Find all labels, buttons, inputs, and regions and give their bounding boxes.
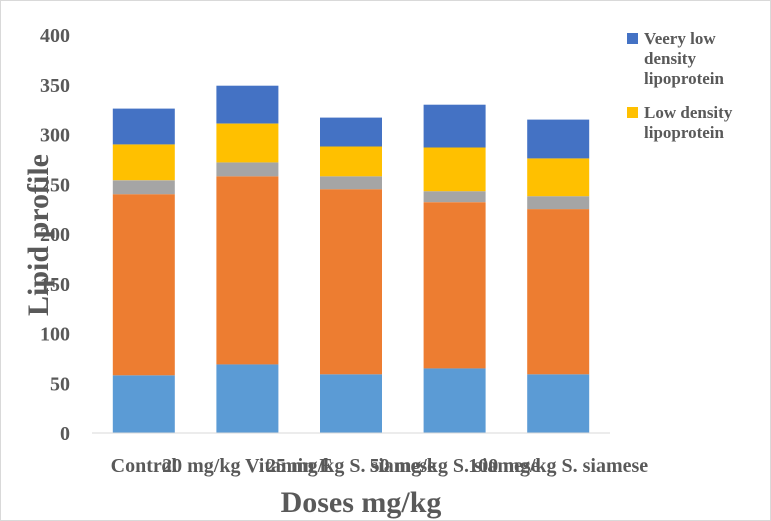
bar-segment-1-1 xyxy=(112,375,175,433)
bar-segment-5-4 xyxy=(527,158,590,197)
bar-segment-4-5 xyxy=(423,104,486,148)
x-tick-label: 25 mg/kg S. siamese xyxy=(266,455,436,477)
bar-segment-2-2 xyxy=(216,176,279,365)
bar-segment-2-4 xyxy=(216,123,279,163)
bar-segment-5-1 xyxy=(527,374,590,433)
legend-label: density xyxy=(644,49,696,68)
bars-layer xyxy=(112,85,590,433)
bar-segment-3-1 xyxy=(320,374,382,433)
bar-segment-2-3 xyxy=(216,162,279,177)
bar-segment-1-5 xyxy=(112,108,175,145)
bar-segment-2-1 xyxy=(216,364,279,433)
legend-label: lipoprotein xyxy=(644,69,725,88)
bar-segment-5-5 xyxy=(527,119,590,159)
x-tick-label: 20 mg/kg Vitamin E xyxy=(162,455,333,477)
bar-segment-3-5 xyxy=(320,117,382,147)
bar-segment-4-4 xyxy=(423,147,486,192)
y-tick-label: 0 xyxy=(60,423,70,445)
y-ticks: 0 50 100 150 200 250 300 350 400 xyxy=(40,25,70,445)
x-axis-title: Doses mg/kg xyxy=(281,486,442,519)
bar-segment-1-2 xyxy=(112,194,175,376)
legend-label: Veery low xyxy=(644,29,716,48)
bar-segment-4-3 xyxy=(423,191,486,203)
bar-segment-5-3 xyxy=(527,196,590,210)
y-tick-label: 50 xyxy=(50,373,70,395)
bar-segment-3-2 xyxy=(320,189,382,375)
bar-segment-3-3 xyxy=(320,176,382,190)
legend-swatch xyxy=(627,107,638,118)
x-tick-label: 50 mg/kg S. siamese xyxy=(370,455,540,477)
y-tick-label: 400 xyxy=(40,25,70,47)
y-tick-label: 200 xyxy=(40,224,70,246)
bar-segment-4-2 xyxy=(423,202,486,369)
y-tick-label: 300 xyxy=(40,125,70,147)
bar-segment-1-3 xyxy=(112,180,175,195)
x-tick-label: Control xyxy=(111,455,178,477)
bar-segment-3-4 xyxy=(320,146,382,177)
y-tick-label: 100 xyxy=(40,324,70,346)
y-tick-label: 150 xyxy=(40,274,70,296)
y-tick-label: 350 xyxy=(40,75,70,97)
y-tick-label: 250 xyxy=(40,174,70,196)
legend-label: Low density xyxy=(644,103,733,122)
x-tick-label: 100 mg/kg S. siamese xyxy=(468,455,648,477)
legend-swatch xyxy=(627,33,638,44)
bar-segment-2-5 xyxy=(216,85,279,124)
legend-label: lipoprotein xyxy=(644,123,725,142)
y-axis-title: Lipid profile xyxy=(22,154,55,316)
bar-segment-1-4 xyxy=(112,144,175,181)
bar-segment-5-2 xyxy=(527,209,590,375)
bar-segment-4-1 xyxy=(423,368,486,433)
